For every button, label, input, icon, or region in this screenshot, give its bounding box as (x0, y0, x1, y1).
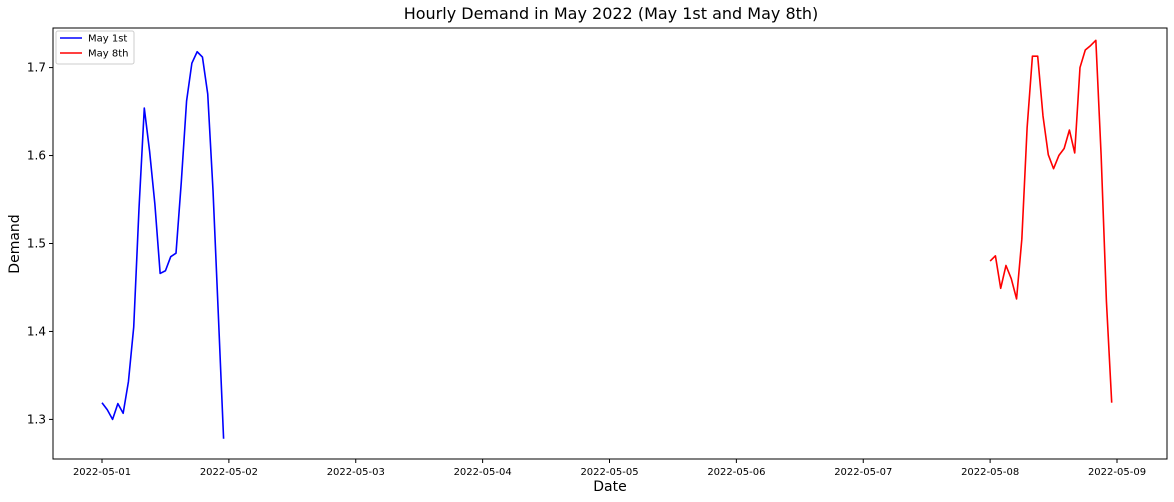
chart-title: Hourly Demand in May 2022 (May 1st and M… (404, 4, 819, 23)
x-tick-label: 2022-05-01 (73, 467, 131, 478)
y-tick-label: 1.6 (27, 149, 46, 163)
x-tick-label: 2022-05-04 (454, 467, 512, 478)
x-axis: 2022-05-01 2022-05-02 2022-05-03 2022-05-04… (73, 459, 1146, 478)
x-tick-label: 2022-05-02 (200, 467, 258, 478)
y-tick-label: 1.5 (27, 237, 46, 251)
y-axis-label: Demand (7, 214, 23, 273)
series-layer (101, 39, 1113, 439)
x-tick-label: 2022-05-09 (1088, 467, 1146, 478)
x-tick-label: 2022-05-05 (580, 467, 638, 478)
series-line-may-8th (989, 39, 1113, 403)
x-tick-label: 2022-05-07 (834, 467, 892, 478)
legend-label-may-8th: May 8th (88, 49, 128, 60)
x-tick-label: 2022-05-03 (327, 467, 385, 478)
x-tick-label: 2022-05-06 (707, 467, 765, 478)
x-axis-label: Date (593, 479, 626, 495)
series-line-may-1st (101, 50, 225, 439)
y-tick-label: 1.4 (27, 324, 46, 338)
y-tick-label: 1.3 (27, 412, 46, 426)
legend-label-may-1st: May 1st (88, 34, 127, 45)
legend: May 1st May 8th (55, 30, 135, 65)
legend-box (55, 30, 135, 65)
plot-area (52, 27, 1168, 460)
y-tick-label: 1.7 (27, 61, 46, 75)
x-tick-label: 2022-05-08 (961, 467, 1019, 478)
y-axis: 1.3 1.4 1.5 1.6 1.7 (27, 61, 53, 426)
